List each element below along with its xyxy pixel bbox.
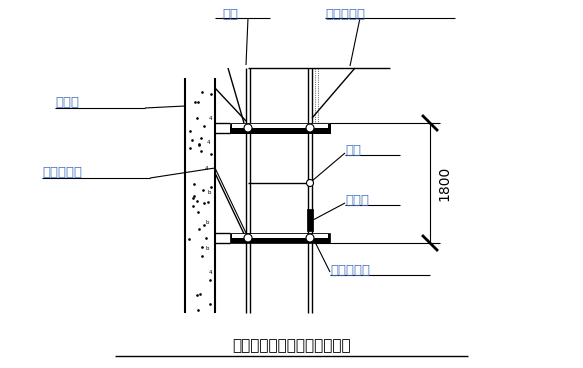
Bar xyxy=(232,124,328,127)
Bar xyxy=(230,233,330,243)
Text: 外架隔离、挡脚板做法示意图: 外架隔离、挡脚板做法示意图 xyxy=(233,339,352,354)
Text: 密目安全网: 密目安全网 xyxy=(325,8,365,21)
Bar xyxy=(232,234,328,237)
Text: b: b xyxy=(205,220,209,226)
Text: b: b xyxy=(207,191,210,195)
Bar xyxy=(307,209,313,231)
Bar xyxy=(230,127,330,133)
Text: 挡脚板: 挡脚板 xyxy=(345,194,369,206)
Text: 九层板隔离: 九层板隔离 xyxy=(42,166,82,180)
Circle shape xyxy=(307,180,314,187)
Bar xyxy=(230,123,330,133)
Text: 钢笆脚手板: 钢笆脚手板 xyxy=(330,263,370,276)
Circle shape xyxy=(244,124,252,132)
Circle shape xyxy=(306,234,314,242)
Circle shape xyxy=(244,234,252,242)
Text: 4: 4 xyxy=(204,166,208,170)
Text: 4: 4 xyxy=(208,270,212,276)
Text: b: b xyxy=(205,245,209,251)
Text: 1800: 1800 xyxy=(437,165,451,201)
Text: 建筑物: 建筑物 xyxy=(55,96,79,110)
Text: 4: 4 xyxy=(206,141,210,145)
Text: 外架: 外架 xyxy=(222,8,238,21)
Bar xyxy=(230,123,330,133)
Bar xyxy=(230,123,330,127)
Text: 4: 4 xyxy=(208,116,212,120)
Text: 栏杆: 栏杆 xyxy=(345,144,361,156)
Circle shape xyxy=(306,124,314,132)
